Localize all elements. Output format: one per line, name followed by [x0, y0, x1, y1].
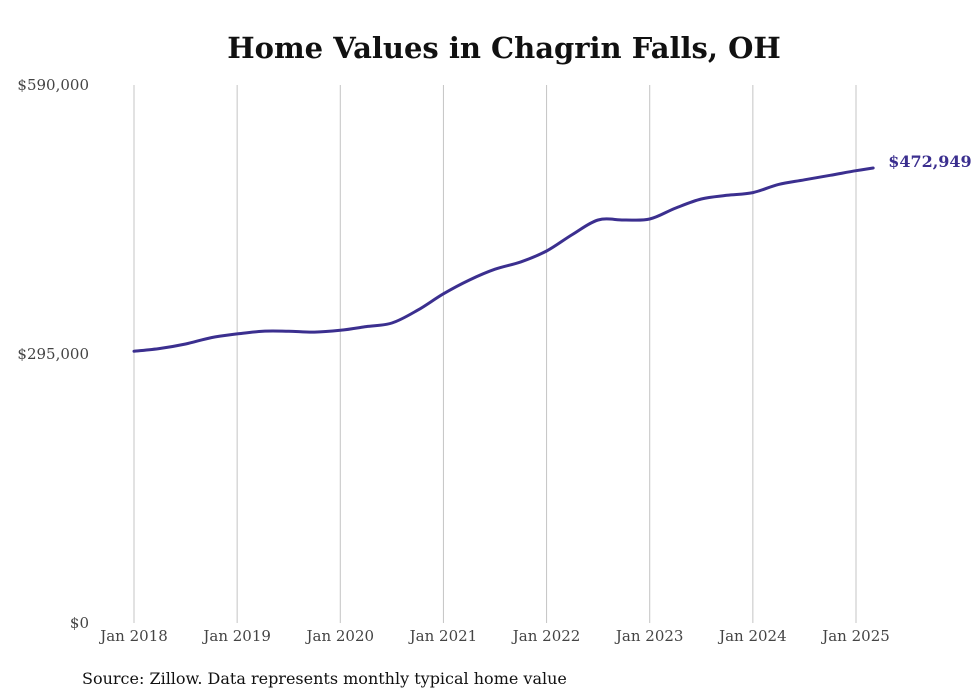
chart-title: Home Values in Chagrin Falls, OH: [227, 31, 781, 65]
x-tick-label: Jan 2025: [820, 627, 890, 645]
x-tick-label: Jan 2023: [614, 627, 684, 645]
x-tick-label: Jan 2024: [717, 627, 787, 645]
grid-lines: [133, 85, 857, 623]
series-group: [132, 166, 875, 353]
y-tick-label: $590,000: [17, 76, 89, 94]
x-tick-label: Jan 2020: [305, 627, 375, 645]
x-tick-label: Jan 2021: [408, 627, 478, 645]
x-axis: Jan 2018 Jan 2019 Jan 2020 Jan 2021 Jan 2022…: [98, 627, 890, 645]
y-axis: $0 $295,000 $590,000: [17, 76, 89, 632]
y-tick-label: $0: [70, 614, 89, 632]
source-note: Source: Zillow. Data represents monthly …: [82, 669, 567, 688]
end-value-label: $472,949: [888, 152, 972, 171]
series-line: [132, 166, 875, 353]
x-tick-label: Jan 2022: [511, 627, 581, 645]
x-tick-label: Jan 2019: [201, 627, 271, 645]
y-tick-label: $295,000: [17, 345, 89, 363]
x-tick-label: Jan 2018: [98, 627, 168, 645]
